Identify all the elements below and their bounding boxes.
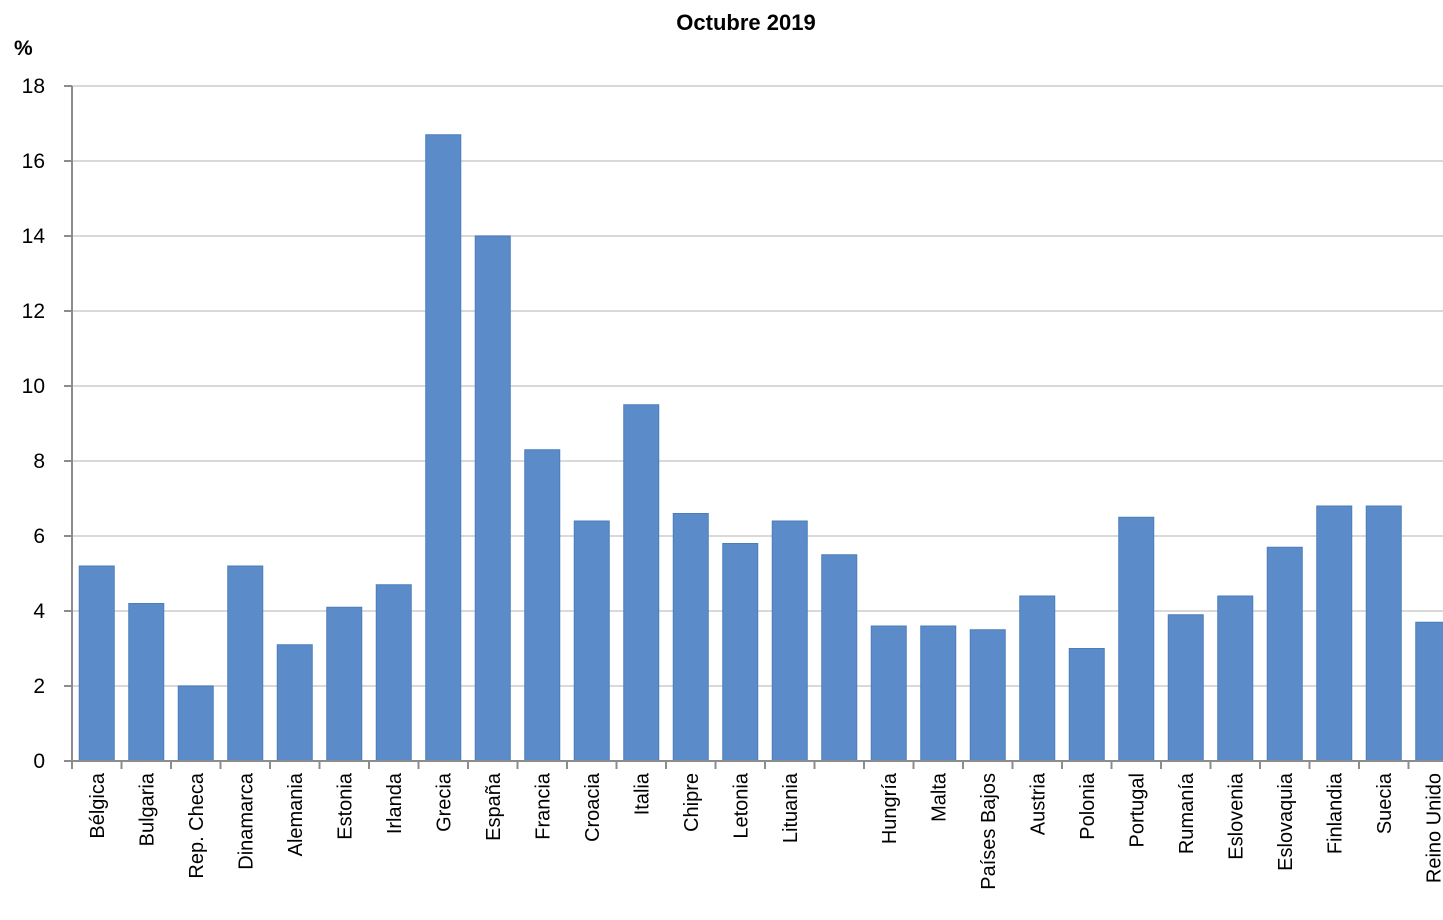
- bar: [821, 554, 858, 762]
- x-tick-label: Bélgica: [87, 772, 109, 838]
- bar: [1316, 505, 1353, 762]
- y-axis-unit-label: %: [14, 37, 33, 60]
- y-tick-label: 4: [33, 600, 45, 623]
- x-tick-label: Portugal: [1126, 773, 1148, 848]
- bar: [177, 685, 214, 762]
- x-tick-label: Croacia: [582, 772, 604, 842]
- bar: [474, 235, 511, 762]
- bar: [870, 625, 907, 762]
- bar: [672, 513, 709, 762]
- bar: [78, 565, 115, 762]
- x-tick-label: Malta: [928, 772, 950, 822]
- y-tick-label: 6: [33, 525, 45, 548]
- bar: [1019, 595, 1056, 762]
- bar: [425, 134, 462, 762]
- x-tick-label: Lituania: [780, 772, 802, 843]
- x-tick-label: Chipre: [681, 773, 703, 832]
- bar: [1266, 546, 1303, 762]
- x-tick-label: Eslovaquia: [1275, 772, 1297, 871]
- bar: [375, 584, 412, 762]
- bar: [1415, 621, 1443, 762]
- x-tick-label: Eslovenia: [1225, 772, 1247, 860]
- x-tick-label: Rep. Checa: [186, 772, 208, 878]
- bar: [969, 629, 1006, 762]
- chart-title: Octubre 2019: [676, 10, 815, 35]
- bars: [78, 134, 1443, 762]
- bar: [128, 603, 165, 762]
- x-tick-label: Rumanía: [1176, 772, 1198, 854]
- y-tick-labels: 0 2 4 6 8 10 12 14 16 18: [22, 75, 46, 773]
- bar: [1167, 614, 1204, 762]
- y-tick-label: 8: [33, 450, 45, 473]
- bar: [276, 644, 313, 762]
- x-tick-label: Irlanda: [384, 772, 406, 834]
- y-tick-label: 10: [22, 375, 45, 398]
- x-tick-label: Francia: [532, 772, 554, 840]
- x-tick-label: Grecia: [433, 772, 455, 832]
- bar: [524, 449, 561, 762]
- x-tick-label: Dinamarca: [235, 772, 257, 870]
- bar: [227, 565, 264, 762]
- x-tick-label: Reino Unido: [1423, 773, 1443, 883]
- x-tick-label: Suecia: [1374, 772, 1396, 834]
- x-tick-label: Austria: [1027, 772, 1049, 835]
- bar: [1068, 648, 1105, 762]
- x-tick-label: Finlandia: [1324, 772, 1346, 854]
- gridlines: [72, 85, 1443, 687]
- x-tick-label: Alemania: [285, 772, 307, 856]
- y-tick-label: 16: [22, 150, 45, 173]
- bar: [722, 543, 759, 762]
- x-tick-labels: Bélgica Bulgaria Rep. Checa Dinamarca Aleman…: [87, 772, 1443, 890]
- y-tick-label: 14: [22, 225, 46, 248]
- x-tick-label: Hungría: [879, 772, 901, 844]
- y-tick-label: 2: [33, 675, 45, 698]
- bar: [1217, 595, 1254, 762]
- x-tick-label: Letonia: [730, 772, 752, 838]
- y-tick-label: 12: [22, 300, 45, 323]
- x-tick-label: Países Bajos: [978, 773, 1000, 890]
- bar: [573, 520, 610, 762]
- bar: [1365, 505, 1402, 762]
- y-tick-label: 18: [22, 75, 45, 98]
- x-tick-label: Estonia: [334, 772, 356, 840]
- x-tick-label: Polonia: [1077, 772, 1099, 840]
- bar: [920, 625, 957, 762]
- bar: [623, 404, 660, 762]
- x-tick-label: Bulgaria: [136, 772, 158, 846]
- x-tick-label: Italia: [631, 772, 653, 815]
- bar: [326, 606, 363, 762]
- bar: [1118, 516, 1155, 762]
- bar: [771, 520, 808, 762]
- axes: [64, 85, 1443, 769]
- x-tick-label: España: [483, 772, 505, 841]
- y-tick-label: 0: [33, 750, 45, 773]
